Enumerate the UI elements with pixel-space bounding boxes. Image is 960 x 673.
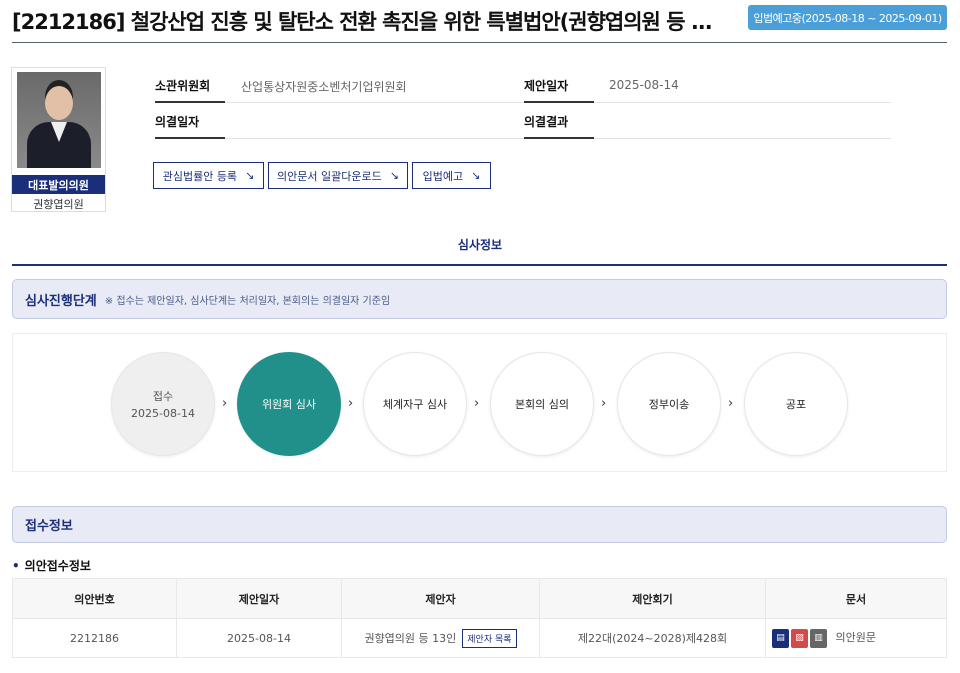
- proposer-label: 대표발의의원: [12, 175, 105, 194]
- step-label: 위원회 심사: [261, 398, 317, 411]
- arrow-icon: ↘: [471, 169, 481, 182]
- receipt-table: 의안번호 제안일자 제안자 제안회기 문서 2212186 2025-08-14…: [12, 578, 947, 658]
- propose-date-label: 제안일자: [524, 79, 569, 93]
- col-date: 제안일자: [176, 578, 342, 619]
- session: 제22대(2024~2028)제428회: [539, 618, 766, 658]
- button-label: 관심법률안 등록: [162, 169, 238, 183]
- doc-label[interactable]: 의안원문: [835, 631, 876, 644]
- receipt-subtitle: 의안접수정보: [12, 557, 91, 574]
- bill-title: [2212186] 철강산업 진흥 및 탈탄소 전환 촉진을 위한 특별법안(권…: [12, 10, 713, 34]
- step-pending: 체계자구 심사: [363, 352, 467, 456]
- arrow-icon: ↘: [389, 169, 399, 182]
- proposer-card: 대표발의의원 권향엽의원: [11, 67, 106, 212]
- propose-date: 2025-08-14: [176, 618, 342, 658]
- pdf-icon[interactable]: ▧: [791, 628, 808, 648]
- step-pending: 본회의 심의: [490, 352, 594, 456]
- button-label: 의안문서 일괄다운로드: [277, 169, 382, 183]
- chevron-right-icon: ›: [728, 396, 734, 411]
- table-row: 2212186 2025-08-14 권향엽의원 등 13인 제안자 목록 제22…: [12, 618, 947, 658]
- committee-label: 소관위원회: [155, 79, 211, 93]
- legislative-notice-badge[interactable]: 입법예고중(2025-08-18 ~ 2025-09-01): [748, 5, 947, 30]
- propose-date-value: 2025-08-14: [609, 78, 679, 92]
- chevron-right-icon: ›: [474, 396, 480, 411]
- download-all-button[interactable]: 의안문서 일괄다운로드 ↘: [268, 162, 408, 189]
- step-pending: 공포: [744, 352, 848, 456]
- step-date: 2025-08-14: [131, 407, 195, 420]
- col-docs: 문서: [765, 578, 947, 619]
- proposer-photo: [17, 72, 101, 168]
- progress-header: 심사진행단계 ※ 접수는 제안일자, 심사단계는 처리일자, 본회의는 의결일자…: [12, 279, 947, 319]
- table-header-row: 의안번호 제안일자 제안자 제안회기 문서: [12, 578, 947, 619]
- col-bill-no: 의안번호: [12, 578, 177, 619]
- proposer-text: 권향엽의원 등 13인: [364, 631, 457, 645]
- step-label: 접수: [152, 390, 174, 403]
- decision-result-label: 의결결과: [524, 115, 569, 129]
- bill-no: 2212186: [12, 618, 177, 658]
- docs-cell: ▤ ▧ ▥ 의안원문: [765, 618, 947, 658]
- preview-icon[interactable]: ▥: [810, 628, 827, 648]
- step-done: 접수 2025-08-14: [111, 352, 215, 456]
- step-pending: 정부이송: [617, 352, 721, 456]
- proposer-cell: 권향엽의원 등 13인 제안자 목록: [341, 618, 540, 658]
- button-label: 입법예고: [422, 169, 464, 183]
- progress-title: 심사진행단계: [25, 293, 97, 309]
- proposer-list-button[interactable]: 제안자 목록: [462, 628, 517, 648]
- receipt-header: 접수정보: [12, 506, 947, 543]
- interest-bill-button[interactable]: 관심법률안 등록 ↘: [153, 162, 264, 189]
- col-proposer: 제안자: [341, 578, 540, 619]
- committee-value: 산업통상자원중소벤처기업위원회: [241, 80, 407, 94]
- progress-steps: [12, 333, 947, 472]
- chevron-right-icon: ›: [348, 396, 354, 411]
- progress-note: ※ 접수는 제안일자, 심사단계는 처리일자, 본회의는 의결일자 기준임: [104, 295, 391, 307]
- hwp-icon[interactable]: ▤: [772, 628, 789, 648]
- tab-review-info[interactable]: 심사정보: [457, 238, 503, 252]
- proposer-name[interactable]: 권향엽의원: [33, 198, 84, 211]
- legislative-notice-button[interactable]: 입법예고 ↘: [412, 162, 491, 189]
- chevron-right-icon: ›: [601, 396, 607, 411]
- tab-underline: [12, 264, 947, 266]
- step-label: 본회의 심의: [514, 398, 570, 411]
- receipt-title: 접수정보: [25, 519, 73, 534]
- chevron-right-icon: ›: [222, 396, 228, 411]
- step-label: 체계자구 심사: [382, 398, 448, 411]
- arrow-icon: ↘: [245, 169, 255, 182]
- col-session: 제안회기: [539, 578, 766, 619]
- step-label: 정부이송: [648, 398, 690, 411]
- step-active: 위원회 심사: [237, 352, 341, 456]
- step-label: 공포: [785, 398, 807, 411]
- decision-date-label: 의결일자: [155, 115, 200, 129]
- divider: [12, 42, 947, 43]
